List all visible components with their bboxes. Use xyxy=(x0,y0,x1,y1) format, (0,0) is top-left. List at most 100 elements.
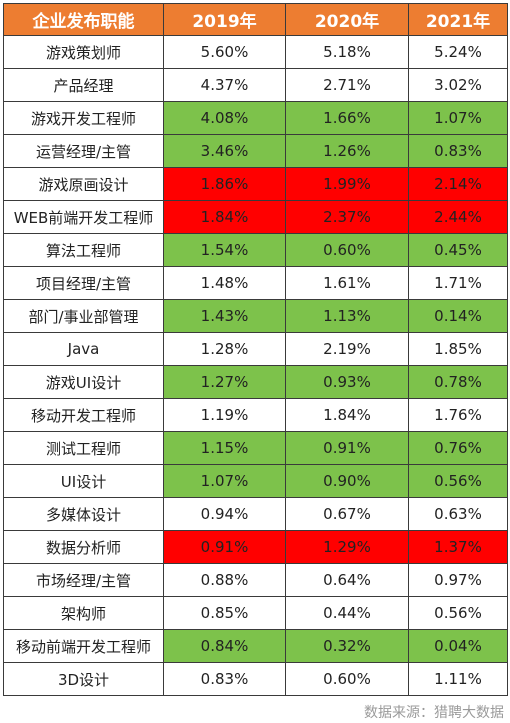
value-cell: 1.99% xyxy=(285,168,408,201)
value-cell: 1.61% xyxy=(285,267,408,300)
value-cell: 1.13% xyxy=(285,300,408,333)
value-cell: 0.32% xyxy=(285,630,408,663)
value-cell: 1.07% xyxy=(163,465,285,498)
value-cell: 0.44% xyxy=(285,597,408,630)
table-row: 测试工程师 1.15% 0.91% 0.76% xyxy=(3,432,508,465)
table-row: 项目经理/主管 1.48% 1.61% 1.71% xyxy=(3,267,508,300)
header-2020: 2020年 xyxy=(285,3,408,36)
role-cell: 数据分析师 xyxy=(3,531,163,564)
role-cell: UI设计 xyxy=(3,465,163,498)
table-row: 移动前端开发工程师 0.84% 0.32% 0.04% xyxy=(3,630,508,663)
value-cell: 1.19% xyxy=(163,399,285,432)
role-cell: 架构师 xyxy=(3,597,163,630)
header-2021: 2021年 xyxy=(408,3,508,36)
value-cell: 2.19% xyxy=(285,333,408,366)
role-cell: 部门/事业部管理 xyxy=(3,300,163,333)
role-cell: 移动开发工程师 xyxy=(3,399,163,432)
value-cell: 1.37% xyxy=(408,531,508,564)
value-cell: 0.78% xyxy=(408,366,508,399)
value-cell: 0.63% xyxy=(408,498,508,531)
value-cell: 3.46% xyxy=(163,135,285,168)
table-row: 多媒体设计 0.94% 0.67% 0.63% xyxy=(3,498,508,531)
value-cell: 1.28% xyxy=(163,333,285,366)
value-cell: 0.45% xyxy=(408,234,508,267)
role-cell: 3D设计 xyxy=(3,663,163,696)
value-cell: 5.60% xyxy=(163,36,285,69)
value-cell: 2.71% xyxy=(285,69,408,102)
value-cell: 1.26% xyxy=(285,135,408,168)
value-cell: 4.37% xyxy=(163,69,285,102)
value-cell: 0.88% xyxy=(163,564,285,597)
value-cell: 0.60% xyxy=(285,234,408,267)
value-cell: 1.15% xyxy=(163,432,285,465)
value-cell: 2.14% xyxy=(408,168,508,201)
value-cell: 1.48% xyxy=(163,267,285,300)
value-cell: 1.76% xyxy=(408,399,508,432)
role-cell: 产品经理 xyxy=(3,69,163,102)
table-row: 游戏原画设计 1.86% 1.99% 2.14% xyxy=(3,168,508,201)
role-cell: 移动前端开发工程师 xyxy=(3,630,163,663)
table-row: 运营经理/主管 3.46% 1.26% 0.83% xyxy=(3,135,508,168)
value-cell: 0.56% xyxy=(408,597,508,630)
role-cell: WEB前端开发工程师 xyxy=(3,201,163,234)
table-row: 产品经理 4.37% 2.71% 3.02% xyxy=(3,69,508,102)
table-row: 游戏UI设计 1.27% 0.93% 0.78% xyxy=(3,366,508,399)
value-cell: 1.86% xyxy=(163,168,285,201)
role-cell: 测试工程师 xyxy=(3,432,163,465)
table-row: 数据分析师 0.91% 1.29% 1.37% xyxy=(3,531,508,564)
value-cell: 2.37% xyxy=(285,201,408,234)
value-cell: 5.24% xyxy=(408,36,508,69)
table-row: 移动开发工程师 1.19% 1.84% 1.76% xyxy=(3,399,508,432)
value-cell: 0.60% xyxy=(285,663,408,696)
value-cell: 0.64% xyxy=(285,564,408,597)
value-cell: 1.54% xyxy=(163,234,285,267)
job-share-table: 企业发布职能 2019年 2020年 2021年 游戏策划师 5.60% 5.18%… xyxy=(3,3,508,696)
header-role: 企业发布职能 xyxy=(3,3,163,36)
table-row: UI设计 1.07% 0.90% 0.56% xyxy=(3,465,508,498)
role-cell: 游戏开发工程师 xyxy=(3,102,163,135)
role-cell: 游戏UI设计 xyxy=(3,366,163,399)
value-cell: 1.11% xyxy=(408,663,508,696)
table-row: Java 1.28% 2.19% 1.85% xyxy=(3,333,508,366)
header-2019: 2019年 xyxy=(163,3,285,36)
value-cell: 5.18% xyxy=(285,36,408,69)
role-cell: 市场经理/主管 xyxy=(3,564,163,597)
table-row: 架构师 0.85% 0.44% 0.56% xyxy=(3,597,508,630)
role-cell: 项目经理/主管 xyxy=(3,267,163,300)
table-row: 算法工程师 1.54% 0.60% 0.45% xyxy=(3,234,508,267)
value-cell: 1.07% xyxy=(408,102,508,135)
value-cell: 0.04% xyxy=(408,630,508,663)
table-row: 游戏开发工程师 4.08% 1.66% 1.07% xyxy=(3,102,508,135)
value-cell: 1.43% xyxy=(163,300,285,333)
table-row: 市场经理/主管 0.88% 0.64% 0.97% xyxy=(3,564,508,597)
value-cell: 1.84% xyxy=(163,201,285,234)
table-row: WEB前端开发工程师 1.84% 2.37% 2.44% xyxy=(3,201,508,234)
role-cell: 多媒体设计 xyxy=(3,498,163,531)
table-row: 部门/事业部管理 1.43% 1.13% 0.14% xyxy=(3,300,508,333)
value-cell: 3.02% xyxy=(408,69,508,102)
value-cell: 0.84% xyxy=(163,630,285,663)
value-cell: 1.85% xyxy=(408,333,508,366)
value-cell: 0.91% xyxy=(285,432,408,465)
role-cell: 游戏原画设计 xyxy=(3,168,163,201)
role-cell: 游戏策划师 xyxy=(3,36,163,69)
value-cell: 1.29% xyxy=(285,531,408,564)
value-cell: 0.67% xyxy=(285,498,408,531)
role-cell: 算法工程师 xyxy=(3,234,163,267)
value-cell: 0.56% xyxy=(408,465,508,498)
value-cell: 0.83% xyxy=(163,663,285,696)
role-cell: 运营经理/主管 xyxy=(3,135,163,168)
value-cell: 1.71% xyxy=(408,267,508,300)
table-header-row: 企业发布职能 2019年 2020年 2021年 xyxy=(3,3,508,36)
value-cell: 4.08% xyxy=(163,102,285,135)
value-cell: 0.90% xyxy=(285,465,408,498)
value-cell: 0.76% xyxy=(408,432,508,465)
value-cell: 2.44% xyxy=(408,201,508,234)
value-cell: 0.91% xyxy=(163,531,285,564)
role-cell: Java xyxy=(3,333,163,366)
value-cell: 0.85% xyxy=(163,597,285,630)
value-cell: 0.14% xyxy=(408,300,508,333)
data-source-note: 数据来源：猎聘大数据 xyxy=(364,705,504,721)
value-cell: 0.93% xyxy=(285,366,408,399)
value-cell: 1.66% xyxy=(285,102,408,135)
